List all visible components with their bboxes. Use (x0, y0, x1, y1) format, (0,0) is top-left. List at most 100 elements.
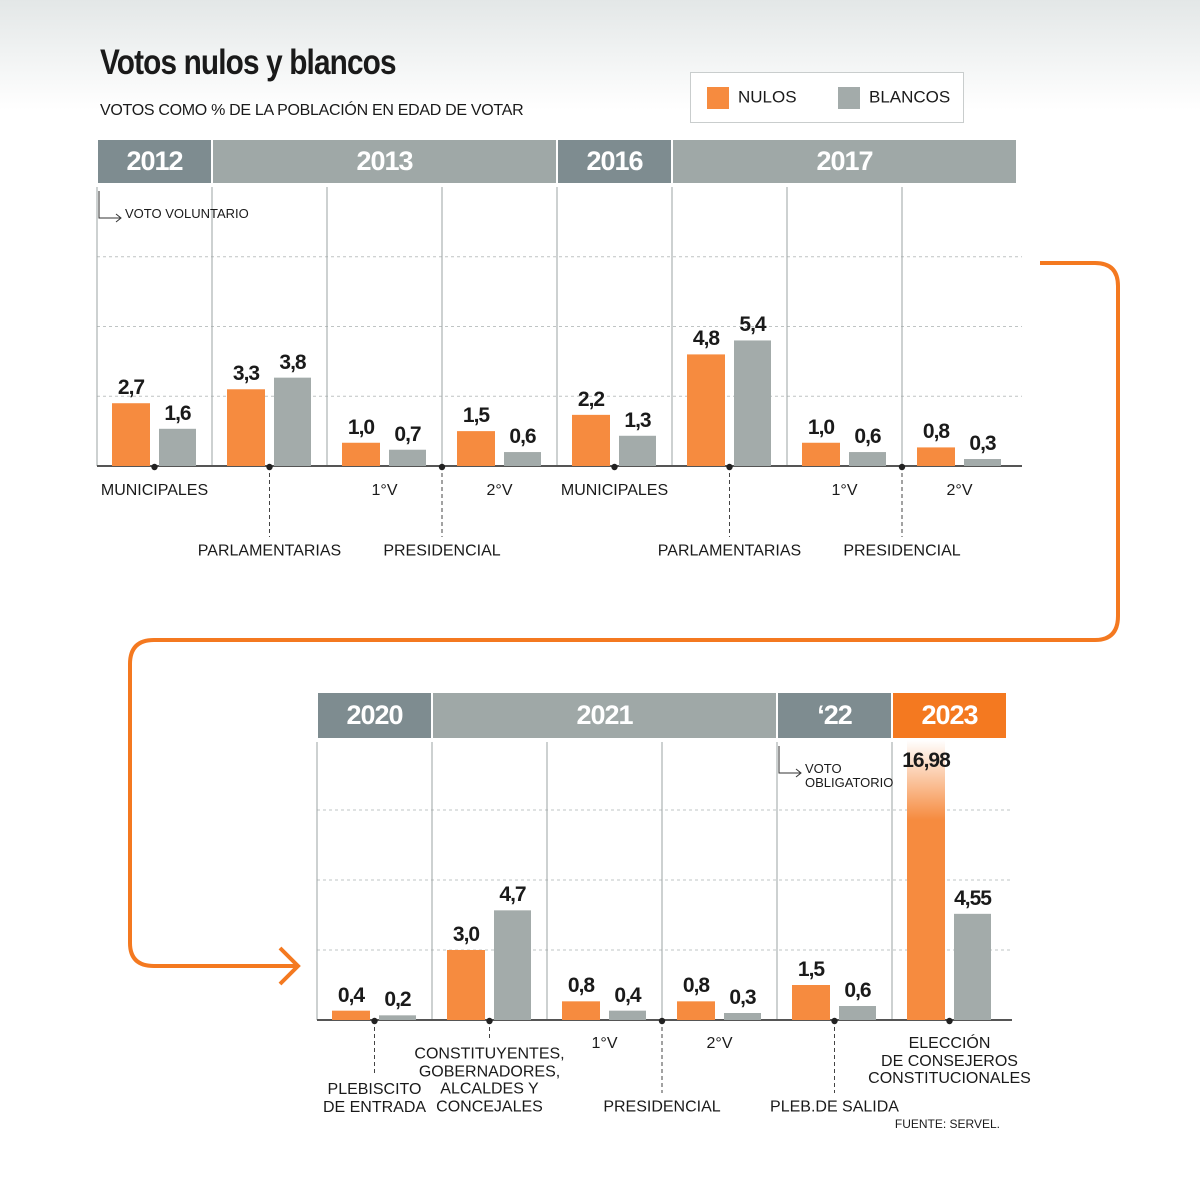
value-label: 0,8 (682, 974, 710, 998)
value-label: 3,8 (279, 350, 306, 374)
year-header (893, 693, 1006, 738)
value-label: 4,7 (499, 883, 526, 907)
value-label: 3,0 (452, 922, 480, 946)
label-dot (898, 463, 906, 471)
category-label: 1°V (371, 482, 398, 499)
label-dot (946, 1017, 953, 1025)
label-dot (486, 1017, 493, 1025)
bar (342, 442, 380, 466)
legend-label: BLANCOS (869, 87, 951, 107)
source: FUENTE: SERVEL. (894, 1117, 1000, 1131)
lower-label: PRESIDENCIAL (843, 542, 961, 560)
bar (457, 431, 495, 466)
note: VOTO OBLIGATORIO (805, 761, 894, 791)
bar (379, 1015, 416, 1020)
year-header (778, 693, 891, 738)
note-arrow (778, 746, 802, 778)
bar (562, 1001, 600, 1020)
year-header-label: 2013 (356, 145, 413, 176)
bar (504, 452, 541, 466)
bar (839, 1006, 876, 1020)
bar (274, 377, 311, 466)
value-label: 2,2 (577, 387, 605, 411)
label-dot (371, 1017, 378, 1025)
category-label: MUNICIPALES (560, 482, 669, 499)
bar (494, 910, 531, 1020)
title: Votos nulos y blancos (100, 43, 397, 82)
value-label: 4,8 (692, 327, 720, 351)
category-label: MUNICIPALES (100, 482, 209, 499)
bar (687, 354, 725, 466)
year-header (558, 140, 671, 183)
legend-swatch (838, 87, 860, 109)
bar (389, 449, 426, 466)
bar (964, 459, 1001, 466)
category-label: ELECCIÓN DE CONSEJEROS CONSTITUCIONALES (868, 1035, 1031, 1088)
category-label: 2°V (706, 1035, 733, 1052)
bar (112, 403, 150, 466)
value-label: 0,4 (337, 983, 365, 1007)
year-header (318, 693, 431, 738)
lower-label: PRESIDENCIAL (383, 542, 501, 560)
value-label: 0,6 (844, 978, 871, 1002)
value-label: 1,0 (807, 415, 835, 439)
lower-label: PLEBISCITO DE ENTRADA (322, 1080, 427, 1116)
year-header-label: 2023 (921, 699, 978, 730)
value-label: 0,4 (614, 983, 641, 1007)
bar (447, 950, 485, 1020)
bar (802, 442, 840, 466)
value-label: 0,8 (567, 974, 595, 998)
value-label: 0,7 (394, 422, 421, 446)
year-header (98, 140, 211, 183)
year-header (433, 693, 776, 738)
bar (572, 414, 610, 466)
value-label: 0,6 (854, 424, 881, 448)
connector-arrow (128, 261, 1120, 986)
value-label: 5,4 (739, 313, 766, 337)
legend: NULOS BLANCOS (690, 72, 964, 123)
value-label: 3,3 (232, 362, 260, 386)
value-label: 0,2 (384, 988, 411, 1012)
lower-label: PRESIDENCIAL (603, 1098, 721, 1116)
bar (907, 740, 945, 1020)
label-dot (831, 1017, 838, 1025)
label-dot (611, 463, 618, 471)
year-header-label: 2017 (816, 145, 873, 176)
category-label: 2°V (486, 482, 513, 499)
lower-label: PARLAMENTARIAS (657, 542, 802, 560)
bar (159, 428, 196, 466)
subtitle: VOTOS COMO % DE LA POBLACIÓN EN EDAD DE … (100, 102, 524, 119)
value-label: 1,3 (624, 408, 651, 432)
category-label: 2°V (946, 482, 973, 499)
value-label: 1,5 (462, 404, 490, 428)
value-label: 1,0 (347, 415, 375, 439)
note-arrow (98, 191, 122, 223)
lower-label: CONSTITUYENTES, GOBERNADORES, ALCALDES Y… (414, 1045, 565, 1116)
label-dot (151, 463, 158, 471)
value-label: 2,7 (117, 376, 145, 400)
bar (954, 913, 991, 1020)
label-dot (726, 463, 733, 471)
value-label: 1,5 (797, 957, 825, 981)
note: VOTO VOLUNTARIO (125, 206, 249, 221)
year-header-label: 2016 (586, 145, 643, 176)
legend-swatch (707, 87, 729, 109)
category-label: 1°V (831, 482, 858, 499)
value-label: 0,3 (969, 431, 996, 455)
value-label: 0,8 (922, 420, 950, 444)
legend-label: NULOS (738, 87, 797, 107)
bar (677, 1001, 715, 1020)
label-dot (266, 463, 273, 471)
bar (227, 389, 265, 466)
bar (332, 1010, 370, 1020)
bar (734, 340, 771, 466)
year-header-label: 2021 (576, 699, 633, 730)
bar (917, 447, 955, 466)
year-header (673, 140, 1016, 183)
bar (609, 1010, 646, 1020)
bar (619, 435, 656, 466)
value-label: 0,6 (509, 424, 536, 448)
bar (792, 985, 830, 1020)
